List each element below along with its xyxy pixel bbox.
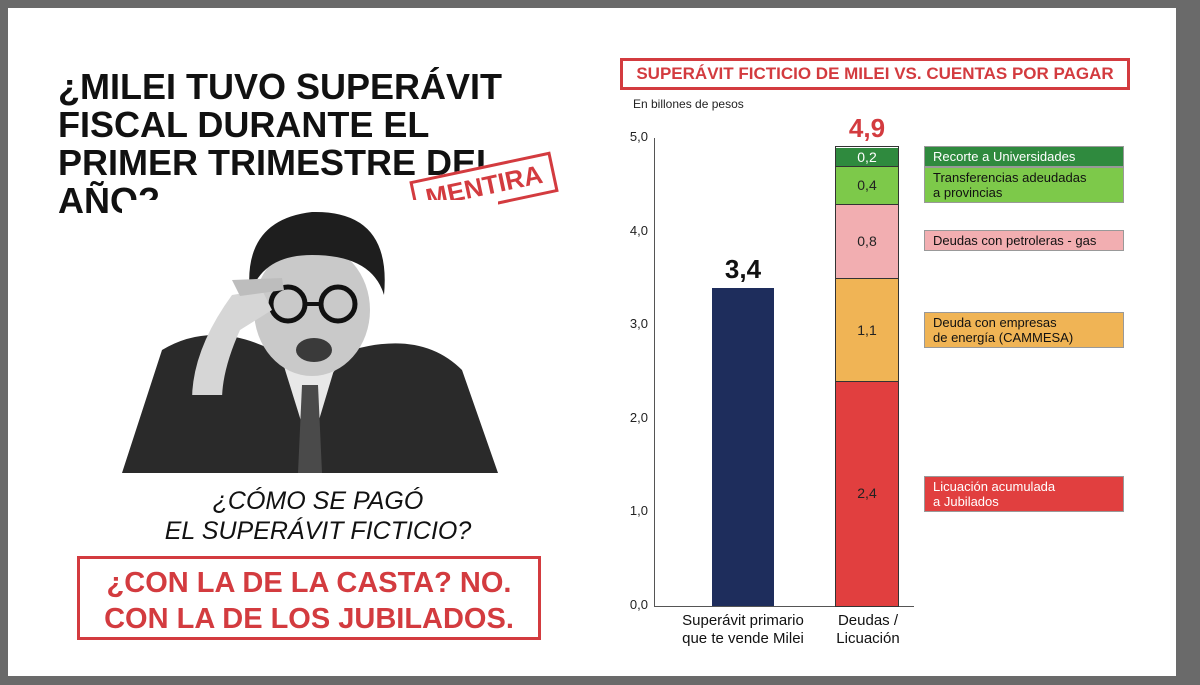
segment-value-label: 0,4 <box>857 176 877 193</box>
bar-segment: 0,4 <box>835 165 899 205</box>
answer-box: ¿CON LA DE LA CASTA? NO. CON LA DE LOS J… <box>77 556 541 640</box>
bar-segment: 2,4 <box>835 380 899 607</box>
legend-entry: Deuda con empresas de energía (CAMMESA) <box>924 311 1124 348</box>
legend-entry-text: Licuación acumulada <box>933 478 1056 494</box>
legend-entry-text: a provincias <box>933 184 1003 200</box>
segment-value-label: 0,8 <box>857 232 877 249</box>
x-category-label-line: que te vende Milei <box>682 630 804 647</box>
segment-value-label: 2,4 <box>857 484 877 501</box>
y-tick-label: 3,0 <box>629 316 648 332</box>
legend-entry: Recorte a Universidades <box>924 146 1124 168</box>
x-category-label: Deudas / Licuación <box>808 612 928 648</box>
y-axis-unit-label: En billones de pesos <box>633 97 744 111</box>
question-line-2: EL SUPERÁVIT FICTICIO? <box>164 517 472 545</box>
question-text: ¿CÓMO SE PAGÓ EL SUPERÁVIT FICTICIO? <box>128 486 508 546</box>
legend-entry: Licuación acumulada a Jubilados <box>924 475 1124 512</box>
x-axis-line <box>654 606 914 607</box>
y-tick-label: 1,0 <box>629 503 648 519</box>
x-category-label-line: Licuación <box>836 630 900 647</box>
x-category-label-line: Superávit primario <box>682 612 804 629</box>
person-photo <box>122 200 498 473</box>
legend-entry-text: de energía (CAMMESA) <box>933 329 1074 345</box>
chart-title: SUPERÁVIT FICTICIO DE MILEI VS. CUENTAS … <box>620 58 1130 90</box>
bar-total-label: 3,4 <box>724 253 762 284</box>
segment-value-label: 1,1 <box>857 321 877 338</box>
bar-segment: 0,8 <box>835 202 899 280</box>
legend-entry-text: Transferencias adeudadas <box>933 169 1087 185</box>
bar-segment: 1,1 <box>835 277 899 383</box>
bar-segment: 0,2 <box>835 146 899 168</box>
question-line-1: ¿CÓMO SE PAGÓ <box>212 487 424 515</box>
bar-segment <box>712 287 774 606</box>
x-category-label-line: Deudas / <box>837 612 899 629</box>
answer-line-2: CON LA DE LOS JUBILADOS. <box>104 603 514 635</box>
answer-line-1: ¿CON LA DE LA CASTA? NO. <box>106 567 512 599</box>
legend-entry-text: Deudas con petroleras - gas <box>933 233 1097 249</box>
legend-entry-text: a Jubilados <box>933 493 999 509</box>
legend-entry: Deudas con petroleras - gas <box>924 230 1124 252</box>
legend-entry: Transferencias adeudadas a provincias <box>924 166 1124 203</box>
y-tick-label: 2,0 <box>629 409 648 425</box>
y-tick-label: 5,0 <box>629 129 648 144</box>
headline: ¿MILEI TUVO SUPERÁVIT FISCAL DURANTE EL … <box>58 66 503 221</box>
y-tick-label: 4,0 <box>629 222 648 238</box>
y-axis-line <box>654 138 655 606</box>
bar-total-label: 4,9 <box>848 113 886 144</box>
legend-entry-text: Deuda con empresas <box>933 314 1057 330</box>
segment-value-label: 0,2 <box>857 148 877 165</box>
legend-entry-text: Recorte a Universidades <box>933 149 1076 165</box>
y-tick-label: 0,0 <box>629 597 648 612</box>
x-category-label: Superávit primario que te vende Milei <box>668 612 818 648</box>
